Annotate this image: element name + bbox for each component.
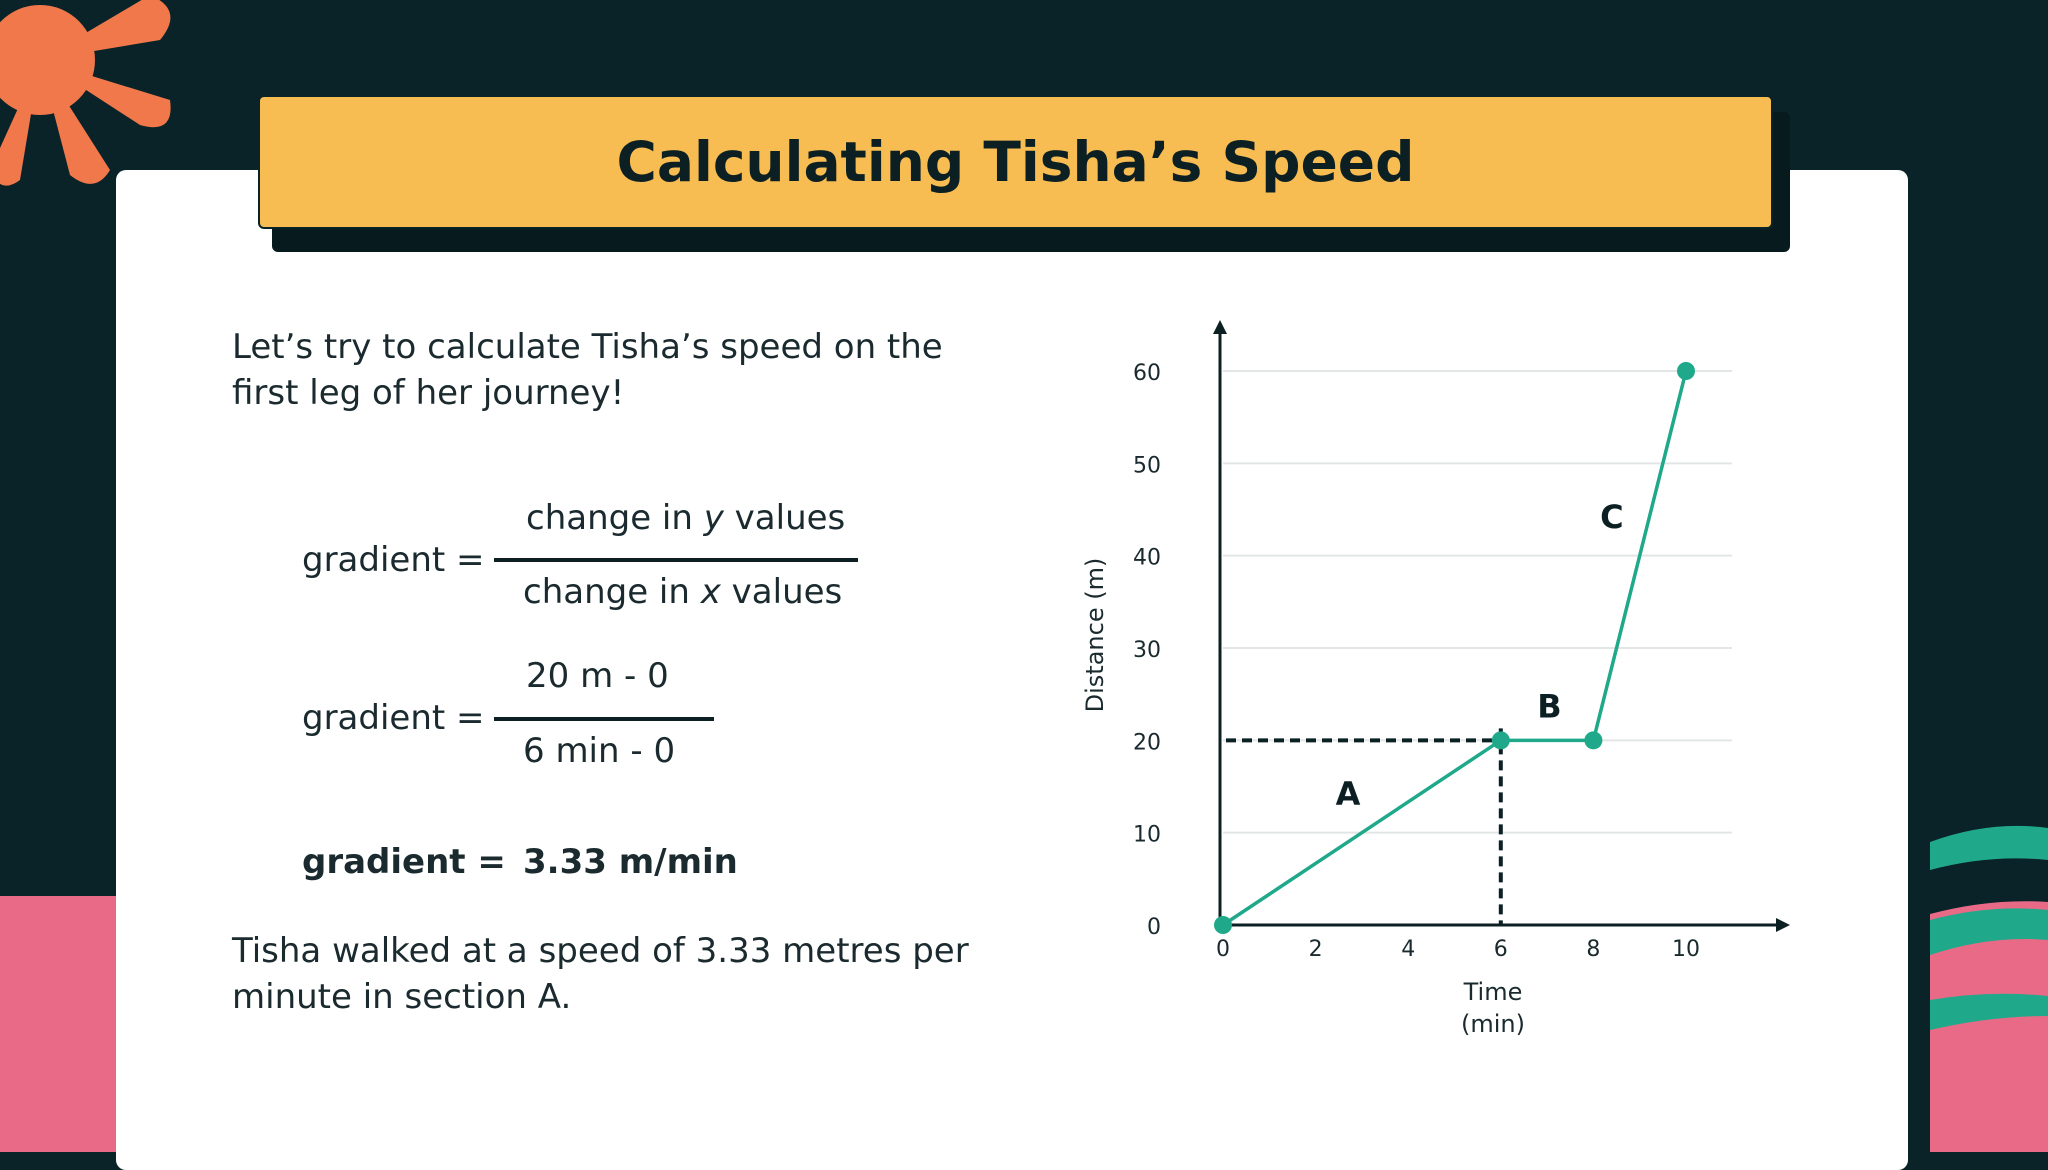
page-title: Calculating Tisha’s Speed [616,130,1415,194]
intro-text: Let’s try to calculate Tisha’s speed on … [232,327,943,413]
substitution-fraction-line [494,717,714,721]
formula-lhs: gradient = [302,540,485,580]
result-value: 3.33 m/min [523,842,738,882]
substitution-denominator: 6 min - 0 [523,731,676,771]
formula-fraction-line [494,558,858,562]
formula-numerator: change in y values [526,498,846,538]
pink-block-decoration [0,896,120,1152]
title-banner: Calculating Tisha’s Speed [258,95,1773,229]
result-lhs: gradient = [302,842,506,882]
formula-denominator: change in x values [523,572,843,612]
substitution-lhs: gradient = [302,698,485,738]
content-card [116,170,1908,1170]
orange-blob-decoration [0,0,171,186]
conclusion-text: Tisha walked at a speed of 3.33 metres p… [232,931,969,1017]
striped-decoration [1930,825,2048,1152]
substitution-numerator: 20 m - 0 [526,656,669,696]
